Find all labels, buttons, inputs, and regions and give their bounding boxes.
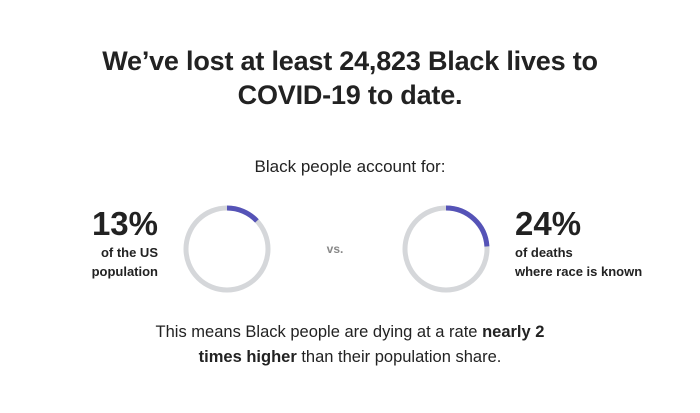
subhead: Black people account for: bbox=[254, 157, 446, 176]
population-stat: 13% of the US population bbox=[62, 205, 158, 281]
deaths-donut bbox=[402, 205, 490, 293]
conclusion-line-1: This means Black people are dying at a r… bbox=[0, 320, 700, 345]
population-label-line-2: population bbox=[91, 264, 158, 279]
headline: We’ve lost at least 24,823 Black lives t… bbox=[0, 44, 700, 112]
conclusion-bold-2: times higher bbox=[198, 348, 297, 366]
deaths-donut-arc bbox=[445, 205, 490, 247]
population-donut bbox=[183, 205, 271, 293]
deaths-label-line-1: of deaths bbox=[515, 245, 573, 260]
population-label-line-1: of the US bbox=[100, 245, 158, 260]
conclusion-text: This means Black people are dying at a r… bbox=[0, 320, 700, 370]
deaths-percent: 24% bbox=[515, 205, 582, 242]
conclusion-bold-1: nearly 2 bbox=[482, 323, 545, 341]
population-donut-arc bbox=[226, 205, 259, 223]
conclusion-part-2: than their population share. bbox=[296, 348, 502, 366]
population-percent: 13% bbox=[91, 205, 158, 242]
deaths-stat: 24% of deaths where race is known bbox=[515, 205, 685, 281]
conclusion-line-2: times higher than their population share… bbox=[0, 345, 700, 370]
headline-line-2: COVID-19 to date. bbox=[237, 80, 463, 110]
vs-label: vs. bbox=[326, 242, 344, 256]
deaths-label-line-2: where race is known bbox=[515, 264, 643, 279]
headline-line-1: We’ve lost at least 24,823 Black lives t… bbox=[102, 46, 598, 76]
conclusion-part-1: This means Black people are dying at a r… bbox=[155, 323, 483, 341]
